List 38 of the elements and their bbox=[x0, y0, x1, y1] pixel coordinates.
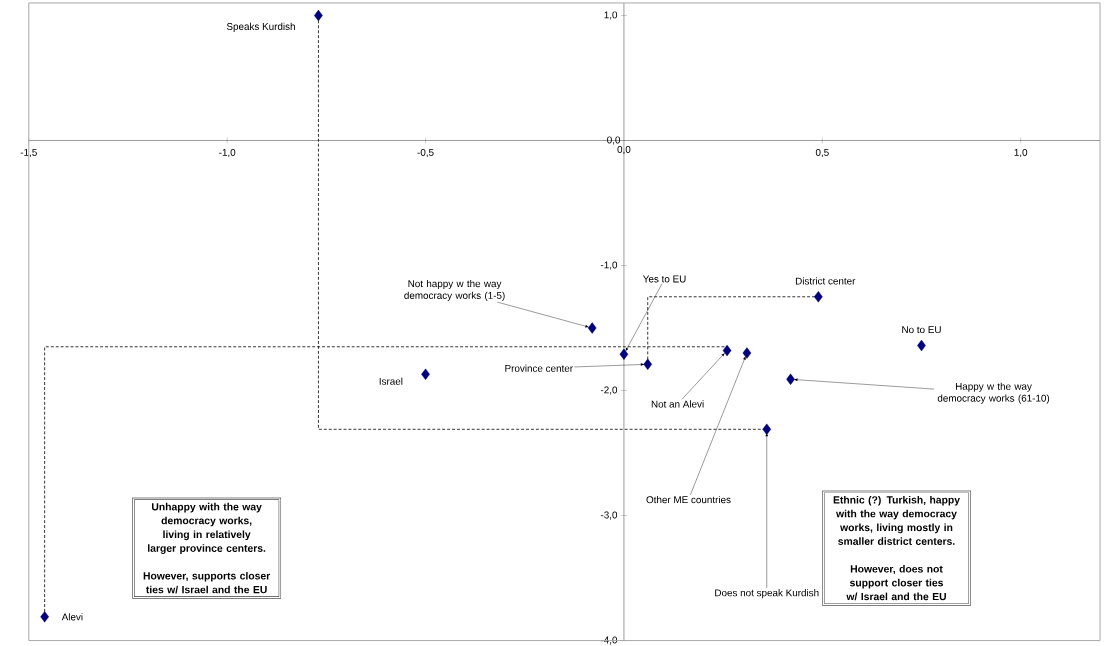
y-tick-label: -2,0 bbox=[600, 386, 618, 395]
y-tick-label: 0,0 bbox=[607, 136, 621, 145]
annotation: Other ME countries bbox=[646, 496, 731, 504]
y-tick-label: -3,0 bbox=[600, 511, 618, 520]
y-tick-label: -4,0 bbox=[600, 636, 618, 645]
x-tick-label: -1,5 bbox=[20, 149, 37, 158]
x-tick-label: -0,5 bbox=[417, 149, 434, 158]
annotation: Yes to EU bbox=[642, 275, 686, 283]
annotation: Israel bbox=[379, 377, 403, 386]
annotation: District center bbox=[795, 277, 856, 285]
y-tick-label: 1,0 bbox=[604, 11, 618, 20]
annotation: Speaks Kurdish bbox=[226, 22, 295, 33]
x-tick-label: 1,0 bbox=[1014, 149, 1028, 158]
annotation: No to EU bbox=[902, 326, 941, 334]
x-tick-label: 0,0 bbox=[617, 146, 631, 155]
annotation: Ethnic (?) Turkish, happy with the way democracy works, living mostly in smaller district centers. bbox=[833, 496, 960, 546]
point bbox=[742, 347, 752, 359]
annotation: However, supports closer ties w/ Israel and the EU bbox=[143, 572, 271, 594]
point bbox=[917, 340, 926, 352]
point bbox=[722, 345, 732, 357]
point bbox=[814, 291, 823, 303]
point bbox=[619, 348, 629, 361]
annotation: Happy w the way democracy works (61-10) bbox=[937, 382, 1050, 404]
annotation: Does not speak Kurdish bbox=[715, 589, 819, 599]
annotation: Unhappy with the way democracy works, living in relatively larger province centers. bbox=[148, 503, 266, 555]
annotation: However, does not support closer ties w/ Israel and the EU bbox=[846, 565, 946, 601]
annotation: Not happy w the way democracy works (1-5) bbox=[404, 280, 505, 302]
x-tick-label: -1,0 bbox=[219, 149, 236, 158]
x-tick-label: 0,5 bbox=[815, 149, 829, 158]
y-tick-label: -1,0 bbox=[600, 261, 618, 270]
point bbox=[314, 10, 323, 22]
annotation: Alevi bbox=[61, 613, 83, 621]
point bbox=[587, 322, 597, 334]
annotation: Province center bbox=[505, 364, 573, 373]
point bbox=[40, 611, 49, 623]
point bbox=[643, 358, 653, 371]
point bbox=[762, 423, 772, 436]
annotation: Not an Alevi bbox=[651, 400, 704, 408]
